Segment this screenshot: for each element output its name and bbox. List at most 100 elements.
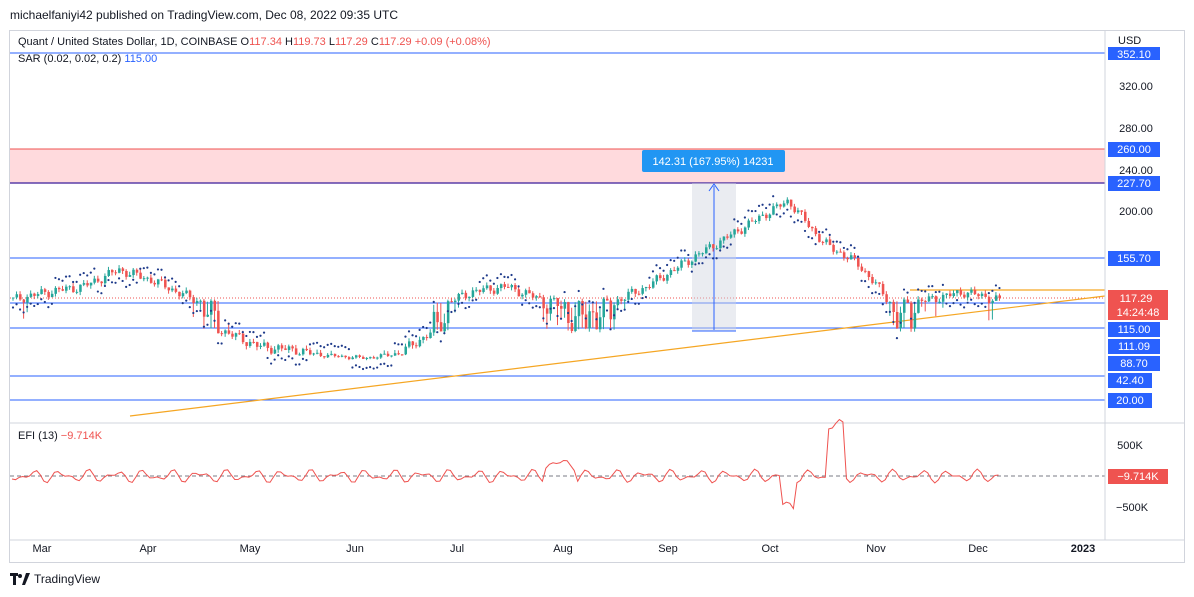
candle-body [733,229,736,235]
sar-dot [655,264,658,267]
sar-dot [492,282,495,285]
sar-dot [298,363,301,366]
candle-body [33,293,36,296]
candle-body [263,342,266,346]
candle-body [50,293,54,298]
sar-dot [429,321,432,324]
sar-dot [496,276,499,280]
sar-dot [998,286,1001,290]
candle-body [125,270,128,277]
candle-body [740,231,743,234]
sar-dot [333,345,336,348]
candle-body [305,348,308,351]
sar-dot [252,330,255,334]
candle-body [372,357,376,359]
candle-body [111,270,114,273]
sar-dot [446,310,449,313]
candle-body [637,293,641,295]
candle-body [408,341,411,347]
candle-body [588,311,591,329]
sar-dot [913,301,916,304]
sar-dot [365,366,368,369]
sar-dot [248,330,251,334]
sar-dot [450,310,453,314]
candle-body [591,311,595,313]
sar-dot [436,331,439,334]
candle-body [899,312,902,329]
sar-dot [637,302,640,305]
candle-body [549,298,552,314]
sar-dot [757,204,761,207]
sar-dot [846,248,849,251]
candle-body [761,214,765,216]
sar-dot [591,301,594,304]
sar-dot [616,308,619,311]
sar-dot [326,343,329,346]
candle-body [754,221,758,223]
candle-body [577,300,581,317]
sar-dot [602,287,605,290]
close-value: 117.29 [378,36,412,48]
candle-body [171,288,174,291]
candle-body [867,271,871,277]
candle-body [181,293,185,297]
sar-dot [627,300,630,303]
candle-body [178,291,181,297]
sar-dot [340,344,343,347]
sar-dot [892,320,895,324]
sar-label: SAR (0.02, 0.02, 0.2) [18,53,122,65]
candle-body [146,277,149,279]
sar-legend: SAR (0.02, 0.02, 0.2) 115.00 [18,53,157,65]
candle-body [729,234,733,238]
sar-dot [139,267,142,270]
currency-label: USD [1118,35,1142,47]
sar-dot [782,212,785,215]
candle-body [418,339,422,347]
candle-body [927,296,931,302]
sar-dot [75,280,78,283]
candle-body [461,292,464,294]
footer-brand[interactable]: TradingView [10,572,100,586]
candle-body [86,283,89,286]
brand-name: TradingView [34,572,101,586]
sar-dot [93,267,96,270]
candle-body [860,266,864,271]
candle-body [779,204,782,207]
sar-dot [241,331,244,334]
sar-dot [821,231,824,234]
candle-body [980,293,984,297]
badge-price-text: 117.29 [1120,293,1153,305]
sar-dot [768,203,771,206]
candle-body [478,289,482,292]
candle-body [683,260,687,262]
sar-dot [64,275,68,278]
sar-dot [117,277,121,280]
candle-body [107,270,110,276]
candle-body [963,294,966,298]
candle-body [482,288,485,292]
candle-body [199,300,202,302]
candle-body [814,228,818,235]
candle-body [973,289,977,295]
sar-dot [694,263,697,266]
candle-body [712,244,715,249]
sar-dot [397,343,400,346]
chart-frame[interactable] [9,30,1185,563]
candle-body [457,293,461,301]
candle-body [538,296,542,298]
sar-dot [238,322,241,325]
candle-body [213,300,217,311]
sar-dot [61,279,64,282]
sar-dot [761,203,764,206]
sar-dot [878,292,881,296]
sar-dot [895,337,899,340]
candle-body [489,285,492,291]
candle-body [15,294,19,298]
sar-dot [100,292,103,295]
candle-body [687,260,690,265]
sar-dot [584,317,587,320]
candle-body [835,251,839,253]
sar-dot [832,240,835,243]
candle-body [75,291,79,293]
